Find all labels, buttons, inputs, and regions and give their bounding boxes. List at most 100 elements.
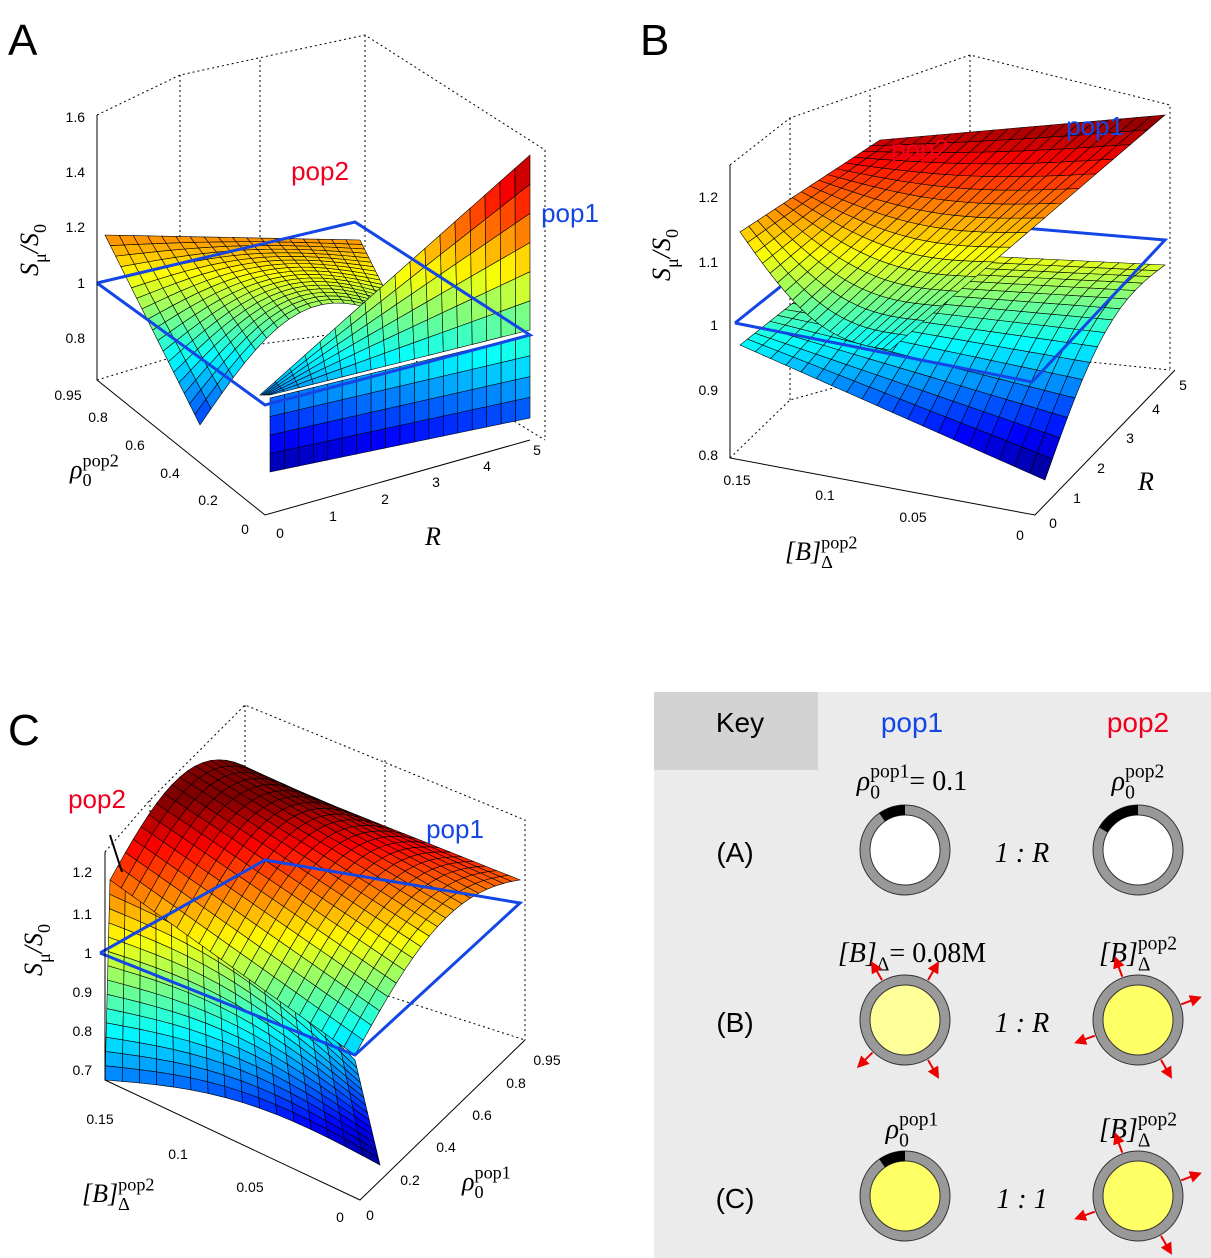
y-tick-label: 0.15 <box>723 472 750 488</box>
z-tick-label: 1 <box>77 275 85 291</box>
surface-cell <box>328 400 342 422</box>
figure: A0.811.21.41.601234500.20.40.60.80.95Sμ/… <box>0 0 1211 1258</box>
z-axis-label: Sμ/S0 <box>15 224 50 276</box>
z-tick-label: 1.4 <box>66 164 86 180</box>
z-axis-label-part: μ <box>30 253 50 263</box>
cell <box>865 1156 945 1236</box>
key-title: Key <box>716 707 764 738</box>
surface-cell <box>342 435 356 457</box>
z-tick-label: 0.9 <box>73 984 93 1000</box>
cell <box>1098 1156 1178 1236</box>
surface-cell <box>284 429 298 451</box>
surface-cell <box>122 1054 139 1070</box>
key-formula-part: 0 <box>899 1130 909 1151</box>
key-formula-part: = 0.1 <box>909 766 967 797</box>
x-tick-label: 5 <box>1179 377 1187 393</box>
key-formula-part: = 0.08M <box>889 938 986 969</box>
y-tick-label: 0.4 <box>160 465 180 481</box>
surface-cell <box>284 410 298 432</box>
surface-cell <box>414 399 428 422</box>
annotation: pop2 <box>68 784 126 814</box>
x-tick-label: 0 <box>1049 515 1057 531</box>
panel-letter: B <box>640 16 669 65</box>
y-axis-label-part: 0 <box>82 470 91 490</box>
x-tick-label: 0 <box>276 525 284 541</box>
x-axis-label: R <box>424 522 441 551</box>
z-axis-label-part: 0 <box>662 229 682 238</box>
y-tick-label: 0.15 <box>86 1111 113 1127</box>
key-formula-part: pop2 <box>1125 761 1164 782</box>
surface-cell <box>371 390 385 413</box>
key-formula-part: Δ <box>1138 954 1151 975</box>
annotation: pop1 <box>426 814 484 844</box>
surface-cell <box>429 396 443 419</box>
key-formula-part: pop2 <box>1138 1109 1177 1130</box>
annotation-pointer <box>110 835 122 872</box>
y-axis-label-part: [B] <box>785 537 821 566</box>
annotation: pop2 <box>291 156 349 186</box>
surface-cell <box>429 376 443 399</box>
x-tick-label: 0.95 <box>533 1052 560 1068</box>
y-tick-label: 0 <box>336 1209 344 1225</box>
surface-cell <box>105 1051 122 1067</box>
z-tick-label: 1.6 <box>66 109 86 125</box>
surface-cell <box>313 422 327 444</box>
z-tick-label: 0.7 <box>73 1062 93 1078</box>
y-axis-label-part: pop2 <box>118 1174 154 1194</box>
surface-cell <box>443 393 457 416</box>
surface-cell <box>313 403 327 425</box>
surface-cell <box>472 366 486 390</box>
surface-cell <box>284 447 298 469</box>
surface-cell <box>400 422 414 445</box>
key-column: pop2 <box>1107 707 1169 738</box>
surface-cell <box>458 390 472 413</box>
surface-cell <box>313 441 327 463</box>
surface-cell <box>443 413 457 436</box>
key-formula-part: 0 <box>870 782 880 803</box>
surface-cell <box>299 388 313 410</box>
z-axis-label: Sμ/S0 <box>19 924 54 976</box>
surface-cell <box>313 384 327 406</box>
y-axis-label-part: ρ <box>69 455 82 484</box>
y-tick-label: 0.6 <box>125 437 145 453</box>
y-axis-label: [B]Δpop2 <box>82 1174 155 1214</box>
x-tick-label: 2 <box>381 491 389 507</box>
x-tick-label: 0.6 <box>472 1107 492 1123</box>
x-tick-label: 1 <box>1073 490 1081 506</box>
surface-cell <box>501 400 515 424</box>
z-axis-label: Sμ/S0 <box>647 229 682 281</box>
y-tick-label: 0.8 <box>88 409 108 425</box>
z-axis-label-part: 0 <box>30 224 50 233</box>
z-axis-label-part: S <box>15 263 44 276</box>
y-tick-label: 0.1 <box>168 1146 188 1162</box>
z-axis-label-part: S <box>19 963 48 976</box>
surface-cell <box>328 438 342 460</box>
z-axis-label-part: /S <box>647 238 676 260</box>
x-axis-label: ρ0pop1 <box>461 1162 511 1202</box>
x-tick-label: 3 <box>432 474 440 490</box>
y-tick-label: 0.05 <box>236 1179 263 1195</box>
key-formula-part: Δ <box>877 954 890 975</box>
y-axis-label: [B]Δpop2 <box>785 532 858 572</box>
z-tick-label: 1.2 <box>699 189 719 205</box>
annotation: pop1 <box>1066 111 1124 141</box>
surface-cell <box>357 393 371 416</box>
annotation: pop2 <box>891 134 949 164</box>
x-tick-label: 2 <box>1097 460 1105 476</box>
x-axis-label-part: ρ <box>461 1167 474 1196</box>
annotation: pop1 <box>541 198 599 228</box>
key-ratio: 1 : R <box>995 1008 1049 1039</box>
z-axis-label-part: /S <box>15 233 44 255</box>
surface-cell <box>342 416 356 438</box>
cell <box>865 980 945 1060</box>
surface-cell <box>516 356 530 380</box>
surface-cell <box>371 429 385 452</box>
surface-cell <box>487 383 501 407</box>
x-axis-label: R <box>1137 467 1154 496</box>
surface-cell <box>516 397 530 421</box>
y-axis-label-part: Δ <box>821 552 833 572</box>
surface-cell <box>400 383 414 406</box>
surface-cell <box>501 380 515 404</box>
x-tick-label: 4 <box>1152 401 1160 417</box>
surface-cell <box>270 432 284 454</box>
